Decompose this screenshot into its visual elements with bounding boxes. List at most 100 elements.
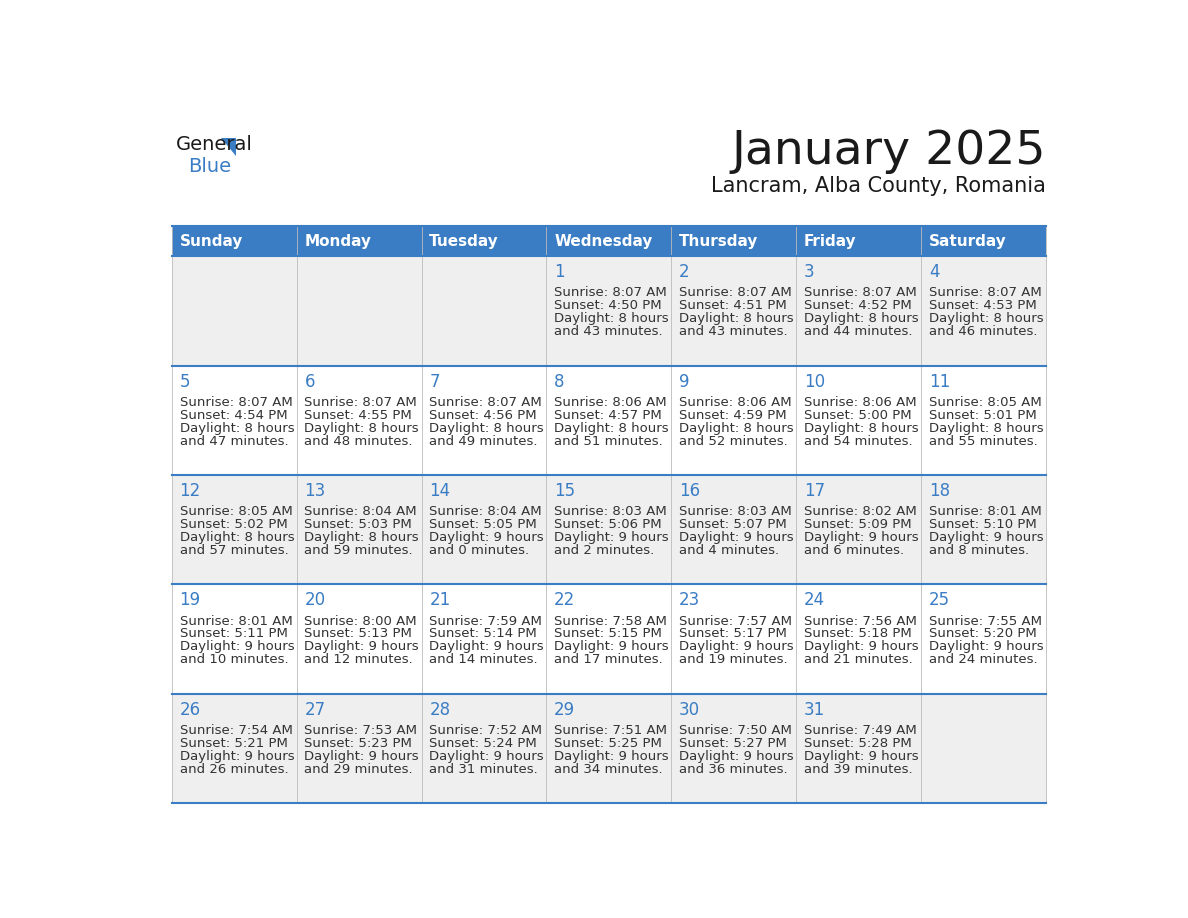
Text: January 2025: January 2025 — [732, 129, 1045, 174]
Text: 22: 22 — [554, 591, 575, 610]
Text: and 31 minutes.: and 31 minutes. — [429, 763, 538, 776]
Text: Friday: Friday — [804, 233, 857, 249]
Text: and 39 minutes.: and 39 minutes. — [804, 763, 912, 776]
Text: Sunset: 5:02 PM: Sunset: 5:02 PM — [179, 518, 287, 532]
Text: Daylight: 9 hours: Daylight: 9 hours — [929, 641, 1043, 654]
Text: and 57 minutes.: and 57 minutes. — [179, 544, 289, 557]
Text: Sunrise: 7:52 AM: Sunrise: 7:52 AM — [429, 724, 542, 737]
Text: and 12 minutes.: and 12 minutes. — [304, 654, 413, 666]
Text: Sunrise: 8:00 AM: Sunrise: 8:00 AM — [304, 614, 417, 628]
Text: 29: 29 — [554, 700, 575, 719]
Text: Sunrise: 7:59 AM: Sunrise: 7:59 AM — [429, 614, 542, 628]
Text: 4: 4 — [929, 263, 940, 282]
Text: Daylight: 9 hours: Daylight: 9 hours — [804, 641, 918, 654]
Text: Sunset: 5:07 PM: Sunset: 5:07 PM — [680, 518, 786, 532]
Text: and 19 minutes.: and 19 minutes. — [680, 654, 788, 666]
Text: Sunrise: 8:02 AM: Sunrise: 8:02 AM — [804, 505, 917, 518]
Text: 21: 21 — [429, 591, 450, 610]
Text: Sunset: 5:20 PM: Sunset: 5:20 PM — [929, 627, 1037, 641]
Text: 13: 13 — [304, 482, 326, 500]
Text: Sunset: 5:00 PM: Sunset: 5:00 PM — [804, 409, 911, 421]
Text: Sunset: 5:11 PM: Sunset: 5:11 PM — [179, 627, 287, 641]
Text: 23: 23 — [680, 591, 700, 610]
Text: Blue: Blue — [188, 157, 232, 176]
Text: Sunrise: 7:57 AM: Sunrise: 7:57 AM — [680, 614, 792, 628]
Text: Sunrise: 7:55 AM: Sunrise: 7:55 AM — [929, 614, 1042, 628]
Bar — [422, 226, 546, 256]
Text: Sunrise: 8:04 AM: Sunrise: 8:04 AM — [429, 505, 542, 518]
Text: Daylight: 9 hours: Daylight: 9 hours — [680, 531, 794, 544]
Text: Sunrise: 8:05 AM: Sunrise: 8:05 AM — [929, 396, 1042, 409]
Text: Sunrise: 8:07 AM: Sunrise: 8:07 AM — [179, 396, 292, 409]
Text: Daylight: 9 hours: Daylight: 9 hours — [429, 531, 544, 544]
Text: and 43 minutes.: and 43 minutes. — [680, 325, 788, 339]
Text: 25: 25 — [929, 591, 950, 610]
Text: and 43 minutes.: and 43 minutes. — [554, 325, 663, 339]
Text: Daylight: 8 hours: Daylight: 8 hours — [304, 421, 419, 435]
Text: Sunrise: 8:06 AM: Sunrise: 8:06 AM — [804, 396, 917, 409]
Text: Daylight: 8 hours: Daylight: 8 hours — [929, 421, 1043, 435]
Text: 20: 20 — [304, 591, 326, 610]
Text: Daylight: 8 hours: Daylight: 8 hours — [554, 421, 669, 435]
Text: Sunrise: 7:54 AM: Sunrise: 7:54 AM — [179, 724, 292, 737]
Text: Tuesday: Tuesday — [429, 233, 499, 249]
Text: Sunrise: 7:53 AM: Sunrise: 7:53 AM — [304, 724, 417, 737]
Text: Daylight: 9 hours: Daylight: 9 hours — [429, 641, 544, 654]
Text: and 51 minutes.: and 51 minutes. — [554, 434, 663, 448]
Text: Daylight: 9 hours: Daylight: 9 hours — [179, 641, 295, 654]
Text: 19: 19 — [179, 591, 201, 610]
Text: Sunrise: 8:05 AM: Sunrise: 8:05 AM — [179, 505, 292, 518]
Text: Daylight: 9 hours: Daylight: 9 hours — [554, 531, 669, 544]
Text: Daylight: 8 hours: Daylight: 8 hours — [929, 312, 1043, 325]
Text: Sunrise: 8:07 AM: Sunrise: 8:07 AM — [929, 286, 1042, 299]
Text: 5: 5 — [179, 373, 190, 391]
Text: Sunset: 4:56 PM: Sunset: 4:56 PM — [429, 409, 537, 421]
Text: Daylight: 9 hours: Daylight: 9 hours — [804, 750, 918, 763]
Text: and 2 minutes.: and 2 minutes. — [554, 544, 655, 557]
Text: Sunset: 5:01 PM: Sunset: 5:01 PM — [929, 409, 1037, 421]
Text: Sunset: 4:59 PM: Sunset: 4:59 PM — [680, 409, 786, 421]
Text: Daylight: 8 hours: Daylight: 8 hours — [179, 531, 295, 544]
Text: Sunset: 4:51 PM: Sunset: 4:51 PM — [680, 299, 786, 312]
Text: Sunset: 5:03 PM: Sunset: 5:03 PM — [304, 518, 412, 532]
Text: General: General — [176, 135, 253, 154]
Text: Daylight: 8 hours: Daylight: 8 hours — [179, 421, 295, 435]
Text: and 0 minutes.: and 0 minutes. — [429, 544, 530, 557]
Text: Sunrise: 8:04 AM: Sunrise: 8:04 AM — [304, 505, 417, 518]
Text: and 49 minutes.: and 49 minutes. — [429, 434, 538, 448]
Text: Daylight: 8 hours: Daylight: 8 hours — [680, 312, 794, 325]
Text: 10: 10 — [804, 373, 824, 391]
Text: Sunset: 5:27 PM: Sunset: 5:27 PM — [680, 737, 786, 750]
Text: Sunrise: 7:50 AM: Sunrise: 7:50 AM — [680, 724, 792, 737]
Text: and 29 minutes.: and 29 minutes. — [304, 763, 413, 776]
Text: Daylight: 9 hours: Daylight: 9 hours — [804, 531, 918, 544]
Text: Daylight: 9 hours: Daylight: 9 hours — [554, 641, 669, 654]
Text: Daylight: 9 hours: Daylight: 9 hours — [304, 641, 419, 654]
Text: Sunset: 4:50 PM: Sunset: 4:50 PM — [554, 299, 662, 312]
Text: Sunset: 5:14 PM: Sunset: 5:14 PM — [429, 627, 537, 641]
Text: Sunrise: 8:03 AM: Sunrise: 8:03 AM — [680, 505, 791, 518]
Text: Sunset: 5:09 PM: Sunset: 5:09 PM — [804, 518, 911, 532]
Text: Sunset: 5:23 PM: Sunset: 5:23 PM — [304, 737, 412, 750]
Text: 9: 9 — [680, 373, 689, 391]
Text: Sunset: 5:21 PM: Sunset: 5:21 PM — [179, 737, 287, 750]
Text: and 36 minutes.: and 36 minutes. — [680, 763, 788, 776]
Text: Sunset: 4:53 PM: Sunset: 4:53 PM — [929, 299, 1037, 312]
Text: Daylight: 8 hours: Daylight: 8 hours — [304, 531, 419, 544]
Text: Sunset: 5:06 PM: Sunset: 5:06 PM — [554, 518, 662, 532]
Text: Sunset: 5:24 PM: Sunset: 5:24 PM — [429, 737, 537, 750]
Text: and 46 minutes.: and 46 minutes. — [929, 325, 1037, 339]
Text: 26: 26 — [179, 700, 201, 719]
Text: Wednesday: Wednesday — [554, 233, 652, 249]
Bar — [172, 585, 1045, 694]
Text: 24: 24 — [804, 591, 824, 610]
Text: and 48 minutes.: and 48 minutes. — [304, 434, 413, 448]
Text: and 34 minutes.: and 34 minutes. — [554, 763, 663, 776]
Bar — [172, 256, 1045, 365]
Text: and 59 minutes.: and 59 minutes. — [304, 544, 413, 557]
Text: Sunrise: 8:03 AM: Sunrise: 8:03 AM — [554, 505, 666, 518]
Text: Sunrise: 7:49 AM: Sunrise: 7:49 AM — [804, 724, 917, 737]
Text: 28: 28 — [429, 700, 450, 719]
Text: Daylight: 8 hours: Daylight: 8 hours — [804, 421, 918, 435]
Text: 12: 12 — [179, 482, 201, 500]
